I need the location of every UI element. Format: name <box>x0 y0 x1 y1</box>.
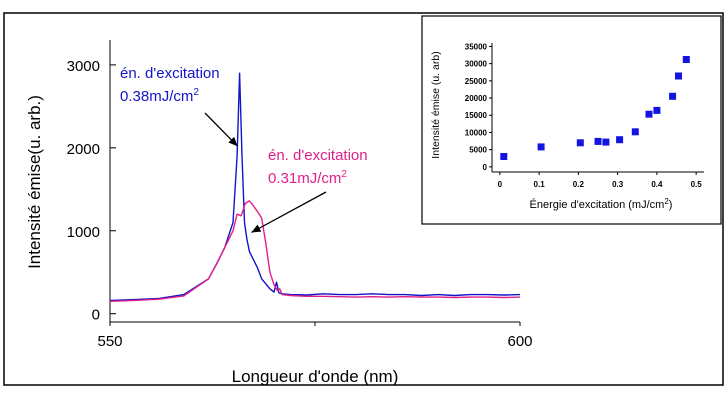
inset-plot-area <box>491 43 704 173</box>
annotation-arrowhead <box>251 224 262 233</box>
inset-data-point <box>669 92 677 100</box>
inset-x-axis-label: Énergie d'excitation (mJ/cm2) <box>530 197 673 211</box>
annotation-sup: 2 <box>193 87 199 98</box>
inset-x-axis-label-main: Énergie d'excitation (mJ/cm <box>530 198 665 211</box>
inset-data-point <box>500 153 508 160</box>
inset-data-point <box>682 56 690 63</box>
inset-data-point <box>616 136 624 144</box>
inset-y-tick-label: 5000 <box>469 146 487 155</box>
inset-data-point <box>594 137 602 145</box>
main-x-tick-label: 550 <box>97 333 122 350</box>
inset-y-ticks: 0 5000 10000 15000 20000 25000 30000 35000 <box>465 42 492 172</box>
main-x-tick-label: 600 <box>507 333 532 350</box>
inset-y-axis-label: Intensité émise (u. arb) <box>430 51 442 158</box>
annotation-sup: 2 <box>341 169 347 180</box>
inset-data-point <box>653 106 661 114</box>
main-x-ticks: 550 600 <box>97 322 533 350</box>
annotation-label-line2: 0.31mJ/cm2 <box>268 169 347 187</box>
inset-data-point <box>537 143 545 151</box>
inset-y-tick-label: 15000 <box>465 111 488 120</box>
inset-y-tick-label: 10000 <box>465 128 488 137</box>
main-y-tick-label: 2000 <box>67 141 100 158</box>
inset-x-tick-label: 0 <box>498 180 503 189</box>
inset-x-axis-label-end: ) <box>669 199 673 211</box>
annotation-arrowhead <box>228 136 238 147</box>
annotation-label-line2: 0.38mJ/cm2 <box>120 87 199 105</box>
main-y-ticks: 0 1000 2000 3000 <box>67 58 116 324</box>
main-y-tick-label: 1000 <box>67 224 100 241</box>
inset-x-tick-label: 0.1 <box>534 180 546 189</box>
main-y-tick-label: 0 <box>92 307 100 324</box>
main-y-tick-label: 3000 <box>67 58 100 75</box>
inset-y-tick-label: 30000 <box>465 60 488 69</box>
main-y-axis-label: Intensité émise(u. arb.) <box>25 95 44 269</box>
inset-data-point <box>631 128 639 136</box>
main-series-group <box>109 72 521 302</box>
inset-x-tick-label: 0.5 <box>691 180 703 189</box>
inset-x-tick-label: 0.4 <box>651 180 663 189</box>
inset-y-tick-label: 0 <box>483 163 488 172</box>
inset-x-axis-label-sup: 2 <box>664 197 669 206</box>
inset-x-tick-label: 0.2 <box>573 180 585 189</box>
inset-data-point <box>645 110 653 118</box>
inset-y-tick-label: 35000 <box>465 42 488 51</box>
inset-x-tick-label: 0.3 <box>612 180 624 189</box>
inset-y-tick-label: 25000 <box>465 77 488 86</box>
annotation-value: 0.31mJ/cm <box>268 170 341 187</box>
annotation-label-line1: én. d'excitation <box>120 65 220 82</box>
main-x-axis-label: Longueur d'onde (nm) <box>232 367 399 386</box>
annotation-label-line1: én. d'excitation <box>268 147 368 164</box>
annotation-value: 0.38mJ/cm <box>120 88 193 105</box>
annotation-arrow <box>251 191 327 233</box>
inset-data-point <box>602 138 610 146</box>
inset-border <box>421 15 722 225</box>
inset-points-group <box>500 56 690 160</box>
inset-data-point <box>576 139 584 147</box>
inset-y-tick-label: 20000 <box>465 94 488 103</box>
main-series-line-1 <box>109 200 521 302</box>
inset-x-ticks: 0 0.1 0.2 0.3 0.4 0.5 <box>498 172 703 189</box>
inset-data-point <box>675 72 682 80</box>
